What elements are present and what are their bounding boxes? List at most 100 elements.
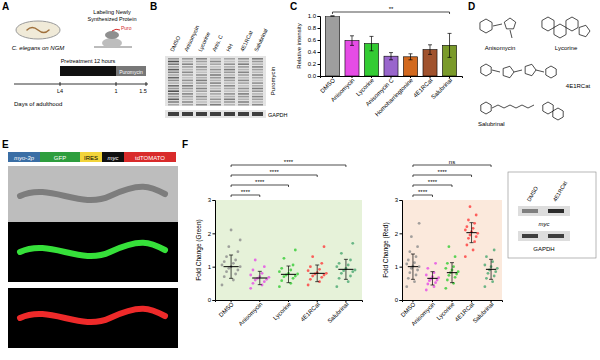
y-tick: 2 xyxy=(395,231,402,237)
y-tick: 3 xyxy=(395,197,402,203)
blot-band xyxy=(196,58,207,60)
point xyxy=(464,255,467,258)
blot-band xyxy=(210,58,221,60)
point xyxy=(407,259,410,262)
x-axis: DMSOAnisomycinLycorine4E1RCatSalubrinal xyxy=(216,300,363,327)
tick-label: 1 xyxy=(395,264,399,270)
blot-band xyxy=(238,82,249,84)
point xyxy=(483,285,486,288)
tick-label: Salubrinal xyxy=(430,77,453,100)
significance-bracket xyxy=(332,12,449,14)
blot-band xyxy=(182,96,193,98)
compound-name: Anisomycin xyxy=(485,45,516,51)
point xyxy=(283,257,286,260)
y-tick: 1 xyxy=(395,264,402,270)
axis-line xyxy=(216,301,363,303)
tick-label: 4E1RCat xyxy=(299,301,321,323)
blot xyxy=(518,206,570,216)
point xyxy=(249,274,252,277)
point xyxy=(448,274,451,277)
significance-label: **** xyxy=(284,159,294,165)
compound-name: 4E1RCat xyxy=(566,83,591,89)
point xyxy=(278,285,281,288)
point xyxy=(320,262,323,265)
blot-band xyxy=(224,66,235,68)
tick-mark xyxy=(318,16,321,17)
blot-band xyxy=(238,99,249,101)
structure xyxy=(566,17,578,31)
point xyxy=(425,289,428,292)
blot-band xyxy=(252,58,263,60)
blot-band xyxy=(224,99,235,101)
point xyxy=(434,281,437,284)
point xyxy=(475,214,478,217)
tick-label: 3 xyxy=(395,197,399,203)
blot-band xyxy=(196,69,207,71)
blot-band xyxy=(196,90,207,92)
blot-band xyxy=(210,88,221,90)
point xyxy=(496,267,499,270)
blot-band xyxy=(548,234,564,238)
y-tick: 0.8 xyxy=(308,25,320,31)
point xyxy=(325,272,328,275)
timeline-tick-label: 1 xyxy=(114,88,117,94)
point xyxy=(493,275,496,278)
point xyxy=(338,277,341,280)
blot-band xyxy=(238,77,249,79)
blot-band xyxy=(252,90,263,92)
point xyxy=(252,282,255,285)
lane-label: DMSO xyxy=(169,34,182,52)
construct-label: myo-3p xyxy=(14,155,35,161)
point xyxy=(434,262,437,265)
point xyxy=(351,270,354,273)
blot-band xyxy=(196,99,207,101)
blot-band xyxy=(182,80,193,82)
blot-band xyxy=(182,99,193,101)
x-tick: Lycorine xyxy=(272,300,293,321)
tick-label: 1.0 xyxy=(308,13,317,19)
y-axis: 0123 xyxy=(395,197,403,303)
blot-band xyxy=(168,88,179,90)
point xyxy=(227,245,230,248)
significance-bracket xyxy=(231,185,288,187)
construct-segment xyxy=(8,152,40,162)
x-tick: Anisomycin xyxy=(410,300,436,327)
step-label: Synthesized Protein xyxy=(88,16,137,22)
blot-band xyxy=(210,82,221,84)
ribosome xyxy=(102,38,122,48)
structure xyxy=(546,66,556,78)
point xyxy=(467,219,470,222)
plot-area xyxy=(221,229,357,290)
tick-mark xyxy=(400,300,403,301)
panel-e: myo-3pGFPIRESmyctdTOMATO xyxy=(8,152,178,348)
structure xyxy=(510,30,512,38)
blot-band xyxy=(168,63,179,65)
dish-label: C. elegans on NGM xyxy=(12,45,65,51)
point xyxy=(491,280,494,283)
panel-label: A xyxy=(2,1,9,12)
blot-band xyxy=(252,69,263,71)
point xyxy=(444,267,447,270)
y-tick: 0.6 xyxy=(308,37,320,43)
blot-band xyxy=(196,96,207,98)
point xyxy=(437,276,440,279)
blot-band xyxy=(196,112,207,116)
blot-band xyxy=(168,85,179,87)
tick-label: 3 xyxy=(208,197,212,203)
tick-label: 0 xyxy=(208,297,212,303)
structure xyxy=(514,70,522,72)
blot-band xyxy=(224,72,235,74)
error-bar xyxy=(344,259,348,279)
blot-band xyxy=(210,66,221,68)
blot-band xyxy=(210,96,221,98)
blot-band xyxy=(210,72,221,74)
point xyxy=(309,265,312,268)
error-bar xyxy=(489,259,493,279)
blot-band xyxy=(168,77,179,79)
blot-band xyxy=(196,77,207,79)
petri-dish xyxy=(16,21,60,39)
panel-d: AnisomycinLycorine4E1RCatSalubrinal xyxy=(478,17,590,127)
blot-band xyxy=(196,72,207,74)
error-bar xyxy=(315,265,319,282)
point xyxy=(407,277,410,280)
